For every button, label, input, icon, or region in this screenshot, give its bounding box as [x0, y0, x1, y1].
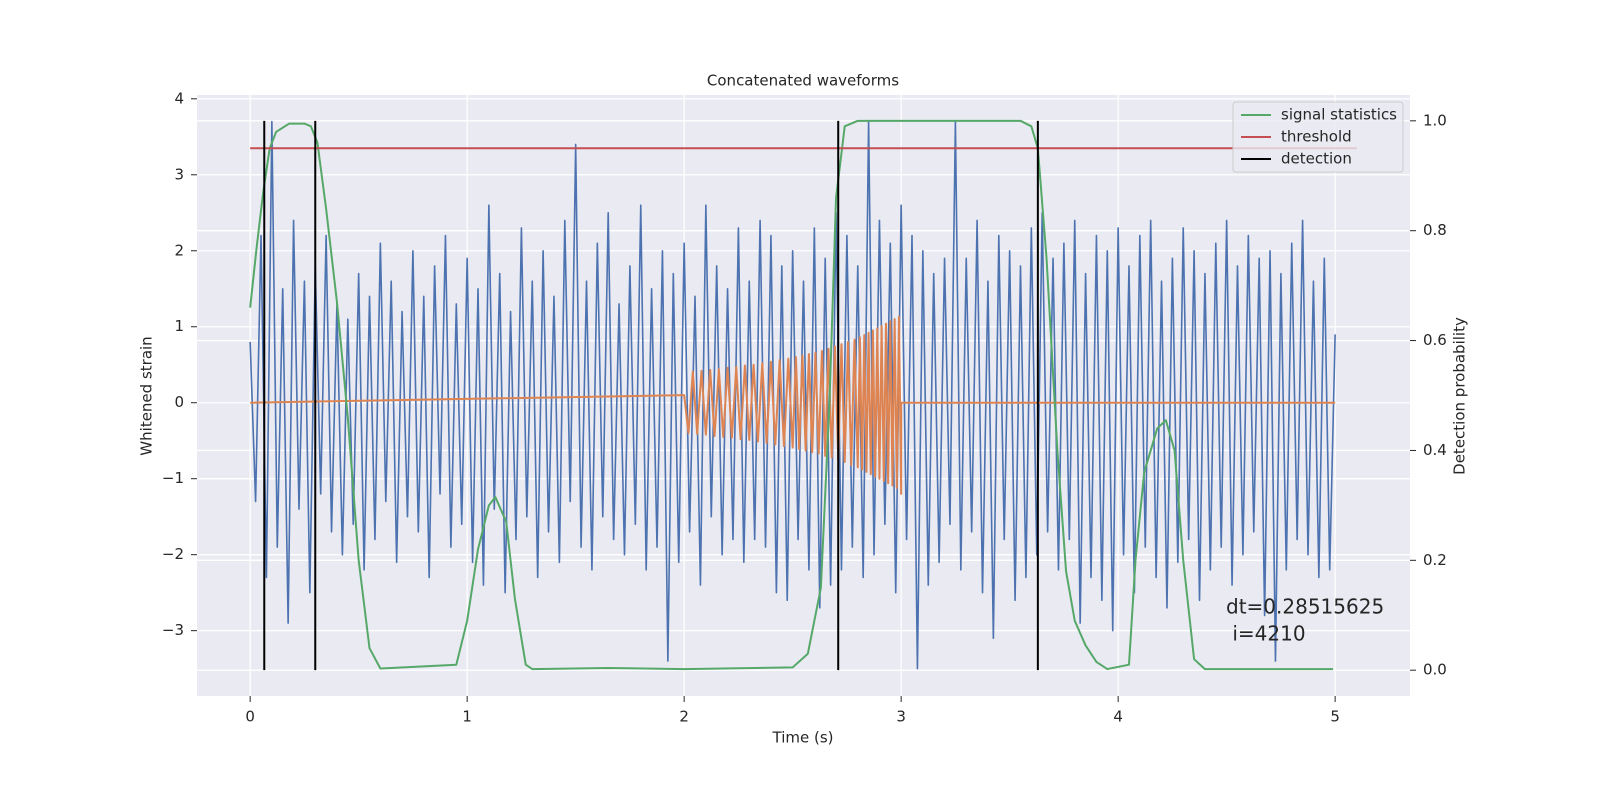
y2-tick-label: 0.0	[1423, 661, 1447, 679]
y-tick-label: 1	[174, 317, 184, 335]
x-axis-label: Time (s)	[772, 729, 834, 747]
y-tick-label: 0	[174, 393, 184, 411]
series-line	[250, 315, 1336, 495]
annotation: i=4210	[1226, 622, 1306, 646]
chart-title: Concatenated waveforms	[707, 72, 899, 90]
y-tick-label: 3	[174, 165, 184, 183]
y2-tick-label: 0.8	[1423, 221, 1447, 239]
y-tick-label: 4	[174, 89, 184, 107]
x-tick-label: 4	[1113, 708, 1123, 726]
series-line	[249, 120, 1336, 670]
series-line	[249, 119, 1333, 671]
y-tick-label: −2	[162, 545, 184, 563]
y2-tick-label: 0.4	[1423, 441, 1447, 459]
y2-tick-label: 1.0	[1423, 111, 1447, 129]
x-tick-label: 0	[245, 708, 255, 726]
y-tick-label: −3	[162, 621, 184, 639]
y2-tick-label: 0.2	[1423, 551, 1447, 569]
legend-label: threshold	[1281, 128, 1352, 146]
legend-label: signal statistics	[1281, 106, 1397, 124]
legend-box	[1232, 101, 1404, 173]
x-tick-label: 3	[896, 708, 906, 726]
x-tick-label: 1	[462, 708, 472, 726]
legend-label: detection	[1281, 150, 1352, 168]
annotation: dt=0.28515625	[1226, 595, 1384, 619]
y2-tick-label: 0.6	[1423, 331, 1447, 349]
y-tick-label: 2	[174, 241, 184, 259]
x-tick-label: 2	[679, 708, 689, 726]
y2-axis-label: Detection probability	[1451, 317, 1469, 475]
y-tick-label: −1	[162, 469, 184, 487]
y-axis-label: Whitened strain	[138, 336, 156, 455]
x-tick-label: 5	[1330, 708, 1340, 726]
